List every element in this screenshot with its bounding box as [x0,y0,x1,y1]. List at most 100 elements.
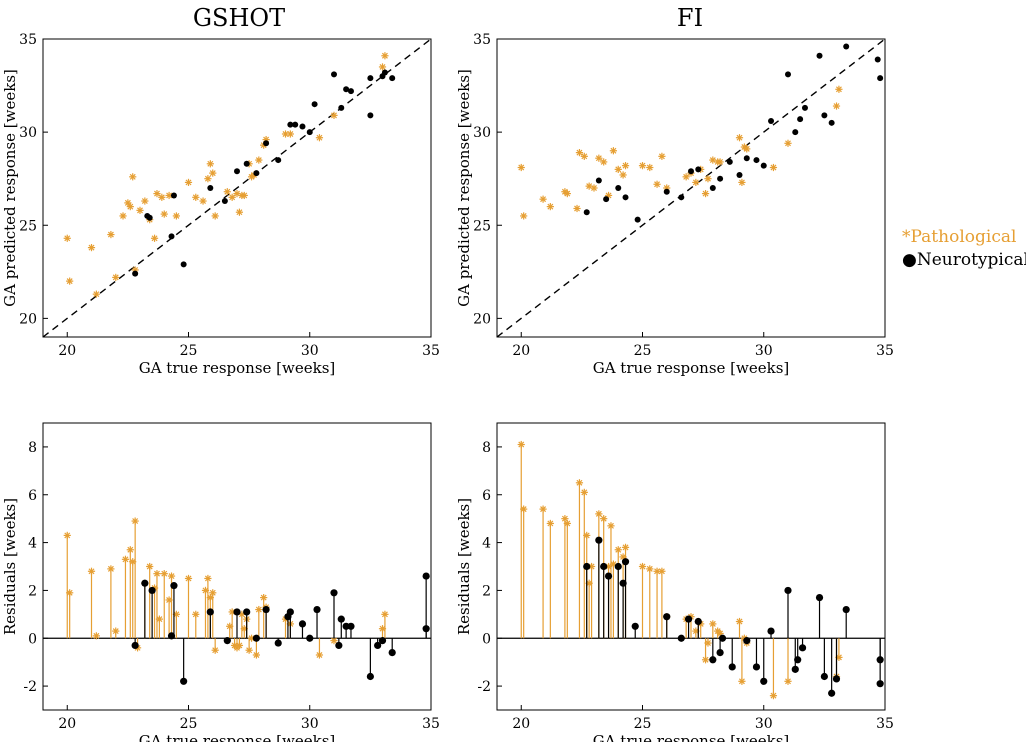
fi-residuals-pathological-point [621,543,630,551]
fi-scatter-neurotypical-point [615,185,622,191]
fi-residuals-xtick-label: 25 [634,716,652,732]
fi-residuals-pathological-point [658,567,666,575]
fi-residuals-neurotypical-point [752,663,761,671]
gshot-scatter-neurotypical-point [389,75,396,82]
gshot-residuals-pathological-point [160,570,168,578]
fi-scatter-neurotypical-point [785,71,791,78]
gshot-residuals-neurotypical-point [131,641,139,650]
gshot-residuals-ytick-label: 2 [28,583,37,599]
fi-scatter-neurotypical-point [877,75,884,82]
gshot-scatter-pathological-point [223,188,231,196]
gshot-scatter-pathological-point [129,173,137,181]
gshot-residuals-pathological-point [107,565,115,573]
gshot-scatter-pathological-point [255,156,263,164]
gshot-scatter-neurotypical-point [253,170,260,177]
gshot-scatter-ytick-label: 35 [19,32,37,48]
fi-residuals-pathological-point [692,627,700,635]
fi-scatter-neurotypical-point [792,129,799,136]
fi-scatter-neurotypical-point [663,188,670,195]
fi-scatter-pathological-point [609,147,617,155]
gshot-scatter-neurotypical-point [234,168,240,175]
fi-scatter-xtick-label: 20 [512,343,530,359]
fi-scatter-neurotypical-point [743,155,750,162]
fi-scatter-neurotypical-point [603,196,610,203]
fi-scatter-xlabel: GA true response [weeks] [593,359,790,377]
gshot-scatter-pathological-point [192,193,200,201]
fi-residuals-neurotypical-point [760,677,768,685]
gshot-scatter-neurotypical-point [207,185,214,191]
fi-residuals-neurotypical-point [832,675,841,683]
legend-neurotypical: ●Neurotypical [902,250,1026,270]
fi-residuals-pathological-point [583,531,591,540]
fi-scatter-neurotypical-point [736,171,743,178]
fi-residuals-xtick-label: 30 [755,716,773,732]
gshot-scatter-pathological-point [228,193,236,201]
fi-residuals-pathological-point [563,519,571,528]
gshot-scatter-neurotypical-point [367,75,374,82]
gshot-residuals-neurotypical-point [206,608,214,616]
fi-residuals-pathological-point [738,677,746,685]
gshot-scatter-neurotypical-point [311,101,318,108]
fi-scatter-xtick-label: 25 [634,343,652,359]
fi-scatter-pathological-point [614,165,622,173]
gshot-scatter-pathological-point [107,230,115,239]
gshot-residuals-plot-area [42,422,432,711]
gshot-scatter-plot-area [42,38,432,338]
gshot-scatter-pathological-point [378,63,387,71]
gshot-residuals-panel: 20 25 30 35 -2 0 2 4 6 8 GA true response [weeks] R… [1,422,440,742]
fi-residuals-neurotypical-point [709,656,717,664]
fi-scatter-pathological-point [735,134,744,142]
gshot-scatter-neurotypical-point [381,69,388,76]
fi-residuals-neurotypical-point [876,680,884,688]
fi-scatter-neurotypical-point [816,52,823,59]
gshot-scatter-pathological-point [141,197,149,205]
fi-residuals-pathological-point [646,565,654,573]
gshot-scatter-pathological-point [124,199,132,207]
gshot-residuals-pathological-point [260,593,268,602]
fi-scatter-pathological-point [546,203,554,211]
gshot-residuals-ytick-label: 4 [28,536,37,552]
gshot-scatter-xlabel: GA true response [weeks] [139,359,336,377]
fi-residuals-neurotypical-point [791,665,799,673]
gshot-scatter-neurotypical-point [287,121,294,128]
fi-residuals-pathological-point [600,515,608,523]
gshot-scatter-pathological-point [92,290,100,298]
gshot-residuals-neurotypical-point [337,615,345,623]
fi-scatter-neurotypical-point [874,56,881,63]
fi-scatter-pathological-point [621,162,630,170]
fi-scatter-pathological-point [517,163,525,172]
fi-scatter-pathological-point [738,178,746,187]
gshot-scatter-pathological-point [199,197,207,205]
gshot-scatter-xtick-label: 20 [58,343,76,359]
gshot-residuals-pathological-point [211,646,219,654]
gshot-residuals-pathological-point [315,651,324,659]
fi-residuals-neurotypical-point [614,562,622,571]
gshot-scatter-pathological-point [211,212,219,220]
fi-residuals-neurotypical-point [621,558,630,566]
gshot-residuals-pathological-point [66,589,74,597]
gshot-residuals-neurotypical-point [298,620,307,628]
fi-residuals-pathological-point [607,522,615,530]
fi-scatter-neurotypical-point [760,162,767,169]
gshot-residuals-neurotypical-point [223,637,231,645]
fi-scatter-neurotypical-point [695,166,702,173]
fi-residuals-ylabel: Residuals [weeks] [455,498,473,635]
fi-residuals-neurotypical-point [728,663,736,671]
fi-scatter-panel: 20 25 30 35 20 25 30 35 GA true response [weeks]… [455,32,894,377]
fi-scatter-neurotypical-point [622,194,629,201]
gshot-scatter-panel: 20 25 30 35 20 25 30 35 GA true response [weeks]… [1,32,440,377]
gshot-scatter-pathological-point [66,277,74,285]
fi-scatter-neurotypical-point [797,116,804,123]
fi-residuals-pathological-point [517,440,525,449]
fi-residuals-ytick-label: 4 [482,536,491,552]
gshot-scatter-pathological-point [235,208,244,216]
fi-residuals-neurotypical-point [677,634,685,642]
gshot-scatter-pathological-point [63,234,71,242]
gshot-residuals-neurotypical-point [422,625,430,633]
gshot-residuals-pathological-point [255,605,263,614]
gshot-scatter-pathological-point [112,273,120,281]
gshot-scatter-pathological-point [119,212,127,220]
fi-residuals-neurotypical-point [798,644,807,652]
gshot-residuals-pathological-point [204,574,212,583]
